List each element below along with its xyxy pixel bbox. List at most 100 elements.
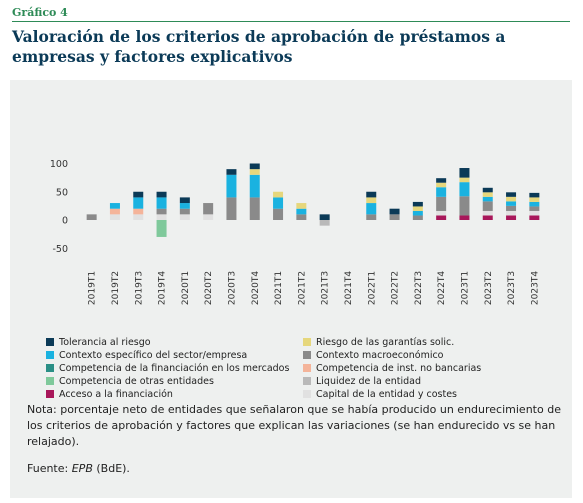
legend-swatch	[303, 364, 311, 372]
bar-segment	[529, 197, 540, 202]
legend-label: Contexto macroeconómico	[316, 350, 444, 361]
bar-segment	[226, 169, 237, 175]
legend-swatch	[303, 390, 311, 398]
bar-segment	[436, 210, 447, 216]
bar-segment	[436, 187, 447, 197]
x-tick-label: 2022T4	[437, 271, 447, 305]
bar-segment	[482, 196, 493, 202]
legend-label: Competencia de otras entidades	[59, 376, 214, 387]
bar-segment	[529, 192, 540, 198]
bar-segment	[179, 203, 190, 209]
bar-stacks	[86, 163, 540, 237]
legend-swatch	[46, 377, 54, 385]
legend-swatch	[303, 338, 311, 346]
legend-item: Contexto macroeconómico	[303, 349, 444, 362]
bar-segment	[482, 201, 493, 211]
bar-segment	[156, 220, 167, 237]
y-tick-label: -50	[52, 244, 68, 255]
legend-swatch	[303, 377, 311, 385]
legend-swatch	[46, 351, 54, 359]
bar-segment	[459, 182, 470, 197]
chart-note: Nota: porcentaje neto de entidades que s…	[27, 403, 561, 448]
bar-segment	[389, 214, 400, 220]
bar-segment	[296, 214, 307, 220]
bar-segment	[296, 208, 307, 215]
bar-segment	[179, 214, 190, 220]
bar-segment	[412, 215, 423, 220]
legend-item: Contexto específico del sector/empresa	[46, 349, 247, 362]
bar-segment	[249, 169, 260, 175]
source-suffix: (BdE).	[92, 462, 130, 475]
bar-segment	[459, 215, 470, 220]
bar-segment	[179, 197, 190, 204]
bar-segment	[366, 203, 377, 215]
bar-segment	[319, 214, 330, 220]
legend-item: Competencia de la financiación en los me…	[46, 362, 289, 375]
bar-segment	[506, 196, 517, 202]
source-prefix: Fuente:	[27, 462, 72, 475]
bar-segment	[412, 201, 423, 207]
bar-segment	[482, 210, 493, 216]
bar-segment	[506, 201, 517, 206]
x-tick-label: 2022T3	[414, 271, 424, 305]
x-tick-label: 2021T1	[274, 271, 284, 305]
bar-segment	[482, 187, 493, 193]
bar-segment	[273, 191, 284, 198]
bar-segment	[226, 174, 237, 198]
bar-segment	[203, 214, 214, 220]
x-axis: 2019T1 2019T2 2019T3 2019T4 2020T1 2020T2 2020…	[88, 271, 541, 305]
bar-segment	[109, 214, 120, 220]
bar-segment	[319, 220, 330, 226]
bar-segment	[249, 174, 260, 198]
bar-segment	[273, 208, 284, 220]
bar-segment	[459, 177, 470, 183]
bar-segment	[506, 215, 517, 220]
bar-segment	[156, 197, 167, 209]
bar-segment	[203, 203, 214, 215]
bar-segment	[366, 191, 377, 198]
legend-item: Liquidez de la entidad	[303, 375, 421, 388]
legend-item: Tolerancia al riesgo	[46, 336, 151, 349]
bar-segment	[179, 208, 190, 215]
bar-segment	[482, 215, 493, 220]
bar-segment	[529, 215, 540, 220]
legend-label: Liquidez de la entidad	[316, 376, 421, 387]
bar-segment	[366, 214, 377, 220]
x-tick-label: 2020T4	[251, 271, 261, 305]
legend-item: Acceso a la financiación	[46, 388, 173, 401]
legend-swatch	[303, 351, 311, 359]
bar-segment	[249, 163, 260, 170]
legend-swatch	[46, 390, 54, 398]
bar-segment	[459, 168, 470, 178]
bar-segment	[506, 205, 517, 211]
bar-segment	[506, 192, 517, 197]
bar-segment	[156, 214, 167, 220]
x-tick-label: 2023T4	[530, 271, 540, 305]
legend-label: Capital de la entidad y costes	[316, 389, 457, 400]
bar-segment	[412, 210, 423, 216]
chart-title: Valoración de los criterios de aprobació…	[12, 27, 506, 66]
x-tick-label: 2021T3	[321, 271, 331, 305]
legend-label: Competencia de inst. no bancarias	[316, 363, 482, 374]
chart-panel	[10, 80, 572, 498]
bar-segment	[529, 206, 540, 211]
y-tick-label: 0	[62, 216, 68, 227]
x-tick-label: 2020T3	[227, 271, 237, 305]
legend-label: Acceso a la financiación	[59, 389, 173, 400]
legend-swatch	[46, 338, 54, 346]
legend-swatch	[46, 364, 54, 372]
bar-segment	[133, 191, 144, 198]
x-tick-label: 2020T2	[204, 271, 214, 305]
bar-segment	[249, 197, 260, 220]
legend-item: Competencia de otras entidades	[46, 375, 214, 388]
source-name: EPB	[71, 462, 93, 475]
bar-segment	[389, 208, 400, 215]
x-tick-label: 2019T4	[158, 271, 168, 305]
bar-segment	[86, 214, 97, 220]
bar-segment	[296, 203, 307, 209]
x-tick-label: 2020T1	[181, 271, 191, 305]
bar-segment	[133, 197, 144, 209]
bar-segment	[436, 215, 447, 220]
x-tick-label: 2023T3	[507, 271, 517, 305]
